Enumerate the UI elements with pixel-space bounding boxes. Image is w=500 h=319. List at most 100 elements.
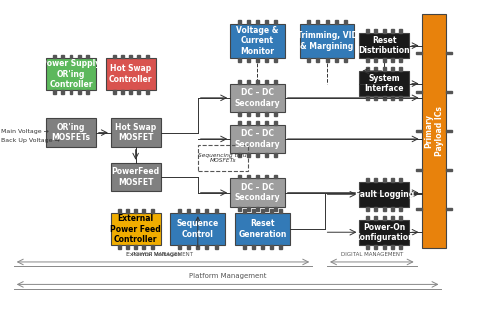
- Text: External Voltages: External Voltages: [126, 252, 180, 257]
- Bar: [256, 121, 259, 125]
- Bar: [198, 145, 248, 171]
- Bar: [61, 55, 64, 58]
- Bar: [416, 91, 422, 93]
- Bar: [374, 178, 378, 182]
- Bar: [238, 175, 240, 178]
- Bar: [391, 67, 394, 71]
- Bar: [344, 58, 347, 62]
- Text: External
Power Feed
Controller: External Power Feed Controller: [110, 214, 161, 244]
- Bar: [256, 153, 259, 157]
- Bar: [270, 210, 273, 213]
- Bar: [400, 245, 402, 249]
- Bar: [238, 20, 240, 24]
- Bar: [265, 20, 268, 24]
- Bar: [274, 58, 277, 62]
- Bar: [178, 245, 181, 249]
- Bar: [238, 153, 240, 157]
- Bar: [129, 55, 132, 58]
- Bar: [360, 219, 409, 245]
- Bar: [134, 245, 137, 249]
- Bar: [53, 90, 56, 94]
- Bar: [383, 67, 386, 71]
- Bar: [326, 58, 328, 62]
- Bar: [274, 20, 277, 24]
- Bar: [142, 245, 146, 249]
- Text: Reset
Distribution: Reset Distribution: [358, 36, 410, 56]
- Bar: [374, 67, 378, 71]
- Bar: [383, 29, 386, 33]
- Bar: [265, 207, 268, 211]
- Bar: [70, 55, 72, 58]
- Bar: [308, 20, 310, 24]
- Bar: [265, 153, 268, 157]
- Bar: [230, 178, 285, 207]
- Bar: [265, 175, 268, 178]
- Bar: [121, 55, 124, 58]
- Bar: [178, 210, 181, 213]
- Bar: [334, 20, 338, 24]
- Bar: [238, 80, 240, 84]
- Text: OR'ing
MOSFETs: OR'ing MOSFETs: [52, 123, 90, 142]
- Bar: [247, 121, 250, 125]
- Bar: [70, 90, 72, 94]
- Bar: [366, 245, 369, 249]
- Bar: [422, 14, 446, 248]
- Bar: [374, 96, 378, 100]
- Bar: [146, 90, 148, 94]
- Bar: [383, 178, 386, 182]
- Bar: [121, 90, 124, 94]
- Bar: [300, 24, 354, 58]
- Bar: [235, 213, 290, 245]
- Bar: [86, 90, 89, 94]
- Bar: [265, 58, 268, 62]
- Text: Voltage &
Current
Monitor: Voltage & Current Monitor: [236, 26, 279, 56]
- Bar: [400, 216, 402, 219]
- Bar: [138, 55, 140, 58]
- Bar: [265, 121, 268, 125]
- Text: DC – DC
Secondary: DC – DC Secondary: [234, 129, 281, 149]
- Text: Trimming, VID
& Margining: Trimming, VID & Margining: [296, 31, 358, 51]
- Bar: [256, 175, 259, 178]
- Bar: [391, 58, 394, 62]
- Bar: [274, 207, 277, 211]
- Text: Fault Logging: Fault Logging: [354, 190, 414, 199]
- Bar: [230, 84, 285, 112]
- Bar: [416, 169, 422, 171]
- Bar: [256, 112, 259, 116]
- Bar: [46, 58, 96, 90]
- Bar: [46, 118, 96, 147]
- Bar: [247, 80, 250, 84]
- Text: Hot Swap
Controller: Hot Swap Controller: [109, 64, 152, 84]
- Bar: [391, 245, 394, 249]
- Text: Power Supply
OR'ing
Controller: Power Supply OR'ing Controller: [42, 59, 100, 89]
- Bar: [400, 67, 402, 71]
- Bar: [111, 213, 160, 245]
- Text: Platform Management: Platform Management: [189, 273, 266, 279]
- Bar: [366, 178, 369, 182]
- Bar: [187, 245, 190, 249]
- Bar: [366, 207, 369, 211]
- Bar: [138, 90, 140, 94]
- Bar: [126, 210, 129, 213]
- Bar: [230, 125, 285, 153]
- Bar: [366, 216, 369, 219]
- Bar: [256, 58, 259, 62]
- Bar: [247, 20, 250, 24]
- Bar: [400, 29, 402, 33]
- Bar: [247, 207, 250, 211]
- Bar: [383, 96, 386, 100]
- Bar: [274, 112, 277, 116]
- Bar: [261, 245, 264, 249]
- Bar: [446, 169, 452, 171]
- Bar: [274, 121, 277, 125]
- Text: DC – DC
Secondary: DC – DC Secondary: [234, 88, 281, 108]
- Text: DC – DC
Secondary: DC – DC Secondary: [234, 183, 281, 202]
- Bar: [238, 121, 240, 125]
- Bar: [170, 213, 225, 245]
- Bar: [279, 210, 282, 213]
- Bar: [316, 58, 320, 62]
- Bar: [247, 112, 250, 116]
- Bar: [326, 20, 328, 24]
- Bar: [78, 90, 81, 94]
- Bar: [238, 58, 240, 62]
